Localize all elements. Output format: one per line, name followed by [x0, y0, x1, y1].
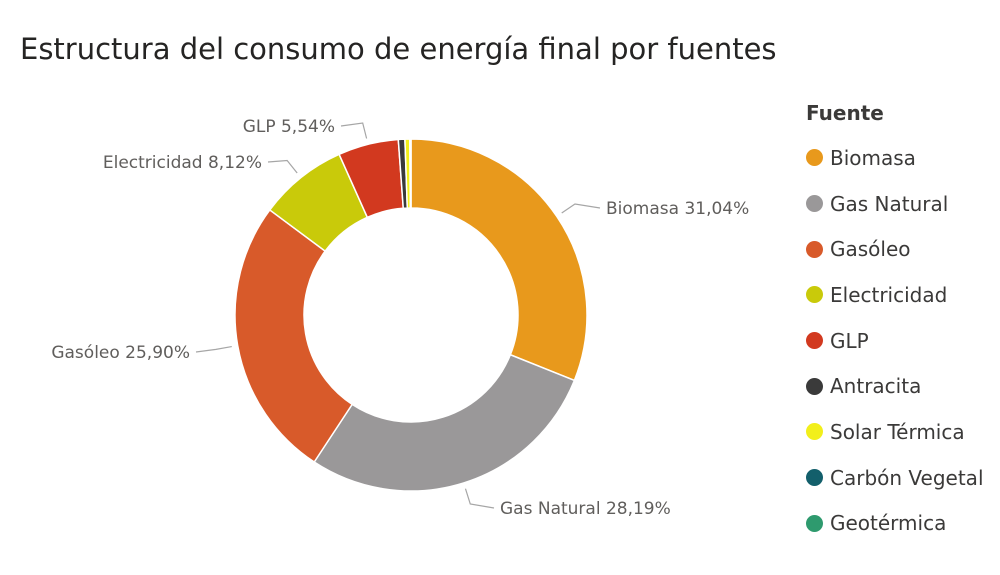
- legend-swatch-carbon-vegetal: [806, 469, 823, 487]
- legend-swatch-glp: [806, 332, 823, 350]
- legend-label-carbon-vegetal: Carbón Vegetal: [830, 465, 984, 490]
- legend-label-glp: GLP: [830, 328, 869, 353]
- legend-item-electricidad[interactable]: Electricidad: [806, 272, 1000, 318]
- slice-gas-natural[interactable]: [313, 353, 576, 492]
- legend-item-antracita[interactable]: Antracita: [806, 363, 1000, 409]
- leader-line-gasoleo: [195, 346, 232, 353]
- leader-line-glp: [340, 122, 368, 139]
- legend-label-electricidad: Electricidad: [830, 282, 948, 307]
- legend-label-solar-termica: Solar Térmica: [830, 419, 965, 444]
- legend-swatch-solar-termica: [806, 423, 823, 441]
- legend-item-glp[interactable]: GLP: [806, 318, 1000, 364]
- legend-item-solar-termica[interactable]: Solar Térmica: [806, 409, 1000, 455]
- leader-line-biomasa: [561, 203, 601, 214]
- leader-line-electricidad: [267, 159, 298, 174]
- legend-label-biomasa: Biomasa: [830, 145, 916, 170]
- legend-swatch-antracita: [806, 377, 823, 395]
- legend-swatch-biomasa: [806, 149, 823, 167]
- legend-item-gas-natural[interactable]: Gas Natural: [806, 181, 1000, 227]
- legend-label-antracita: Antracita: [830, 374, 922, 399]
- data-label-electricidad: Electricidad 8,12%: [103, 153, 262, 173]
- legend-swatch-electricidad: [806, 286, 823, 304]
- legend-item-gasoleo[interactable]: Gasóleo: [806, 226, 1000, 272]
- legend-label-gas-natural: Gas Natural: [830, 191, 949, 216]
- slice-gasoleo[interactable]: [234, 208, 354, 464]
- legend-swatch-gas-natural: [806, 195, 823, 213]
- leader-line-gas-natural: [464, 488, 495, 509]
- data-label-biomasa: Biomasa 31,04%: [606, 199, 749, 219]
- legend-item-biomasa[interactable]: Biomasa: [806, 135, 1000, 181]
- chart-title: Estructura del consumo de energía final …: [20, 32, 777, 66]
- slice-biomasa[interactable]: [410, 138, 588, 382]
- legend-title: Fuente: [806, 101, 884, 125]
- legend-swatch-geotermica: [806, 514, 823, 532]
- legend-item-geotermica[interactable]: Geotérmica: [806, 501, 1000, 547]
- data-label-gasoleo: Gasóleo 25,90%: [51, 343, 190, 363]
- legend-item-carbon-vegetal[interactable]: Carbón Vegetal: [806, 455, 1000, 501]
- legend: Fuente Biomasa Gas Natural Gasóleo Electric…: [806, 98, 1000, 546]
- data-label-glp: GLP 5,54%: [243, 117, 335, 137]
- data-label-gas-natural: Gas Natural 28,19%: [500, 499, 671, 519]
- legend-swatch-gasoleo: [806, 240, 823, 258]
- donut-chart: Biomasa 31,04% Gas Natural 28,19% Gasóleo …: [51, 117, 749, 519]
- legend-label-geotermica: Geotérmica: [830, 511, 947, 536]
- legend-label-gasoleo: Gasóleo: [830, 237, 911, 262]
- slice-geotermica[interactable]: [409, 138, 412, 209]
